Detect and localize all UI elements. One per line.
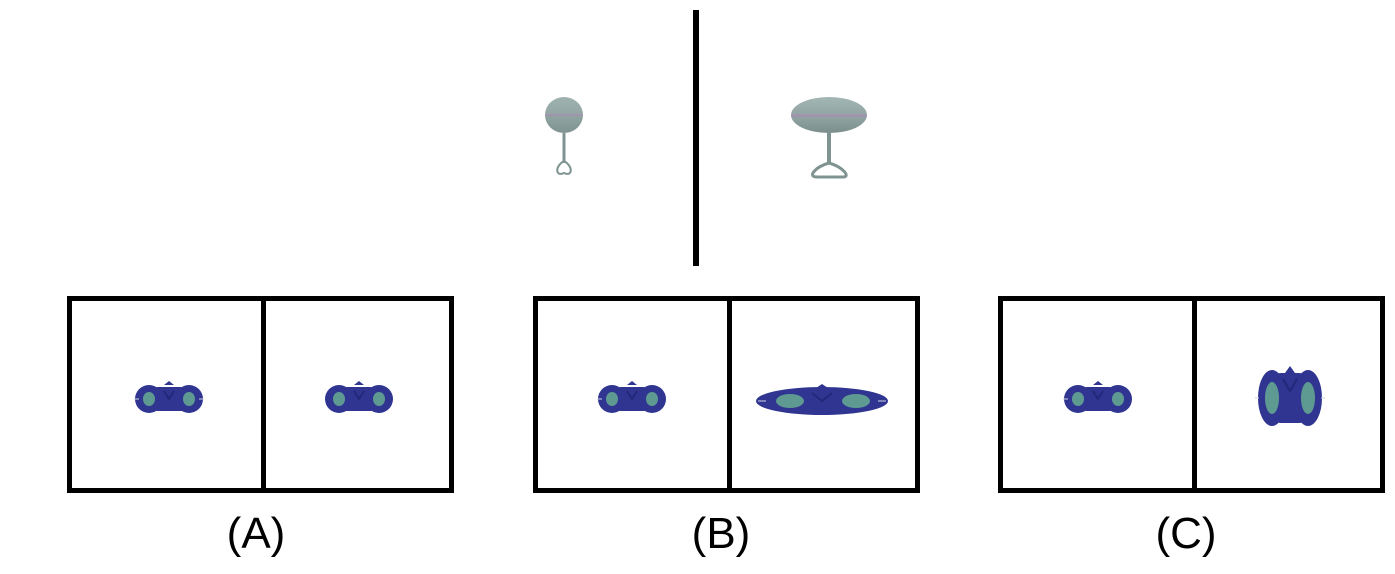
option-a-shape-left xyxy=(134,381,204,417)
option-c-label: (C) xyxy=(1155,509,1217,558)
center-divider xyxy=(693,10,699,266)
option-a-panels[interactable] xyxy=(67,296,454,493)
option-b-shape-right xyxy=(754,383,890,417)
option-c-shape-right xyxy=(1255,365,1325,429)
option-c-divider xyxy=(1192,301,1197,488)
option-c-panels[interactable] xyxy=(998,296,1385,493)
option-b-divider xyxy=(727,301,732,488)
option-a-divider xyxy=(261,301,266,488)
reference-object-wide xyxy=(785,95,875,185)
option-b-shape-left xyxy=(597,381,667,417)
option-b-panels[interactable] xyxy=(533,296,920,493)
option-c-shape-left xyxy=(1063,381,1133,417)
option-a-shape-right xyxy=(324,381,394,417)
option-b-label: (B) xyxy=(691,509,751,558)
option-a-label: (A) xyxy=(226,509,286,558)
reference-object-small xyxy=(540,95,590,185)
